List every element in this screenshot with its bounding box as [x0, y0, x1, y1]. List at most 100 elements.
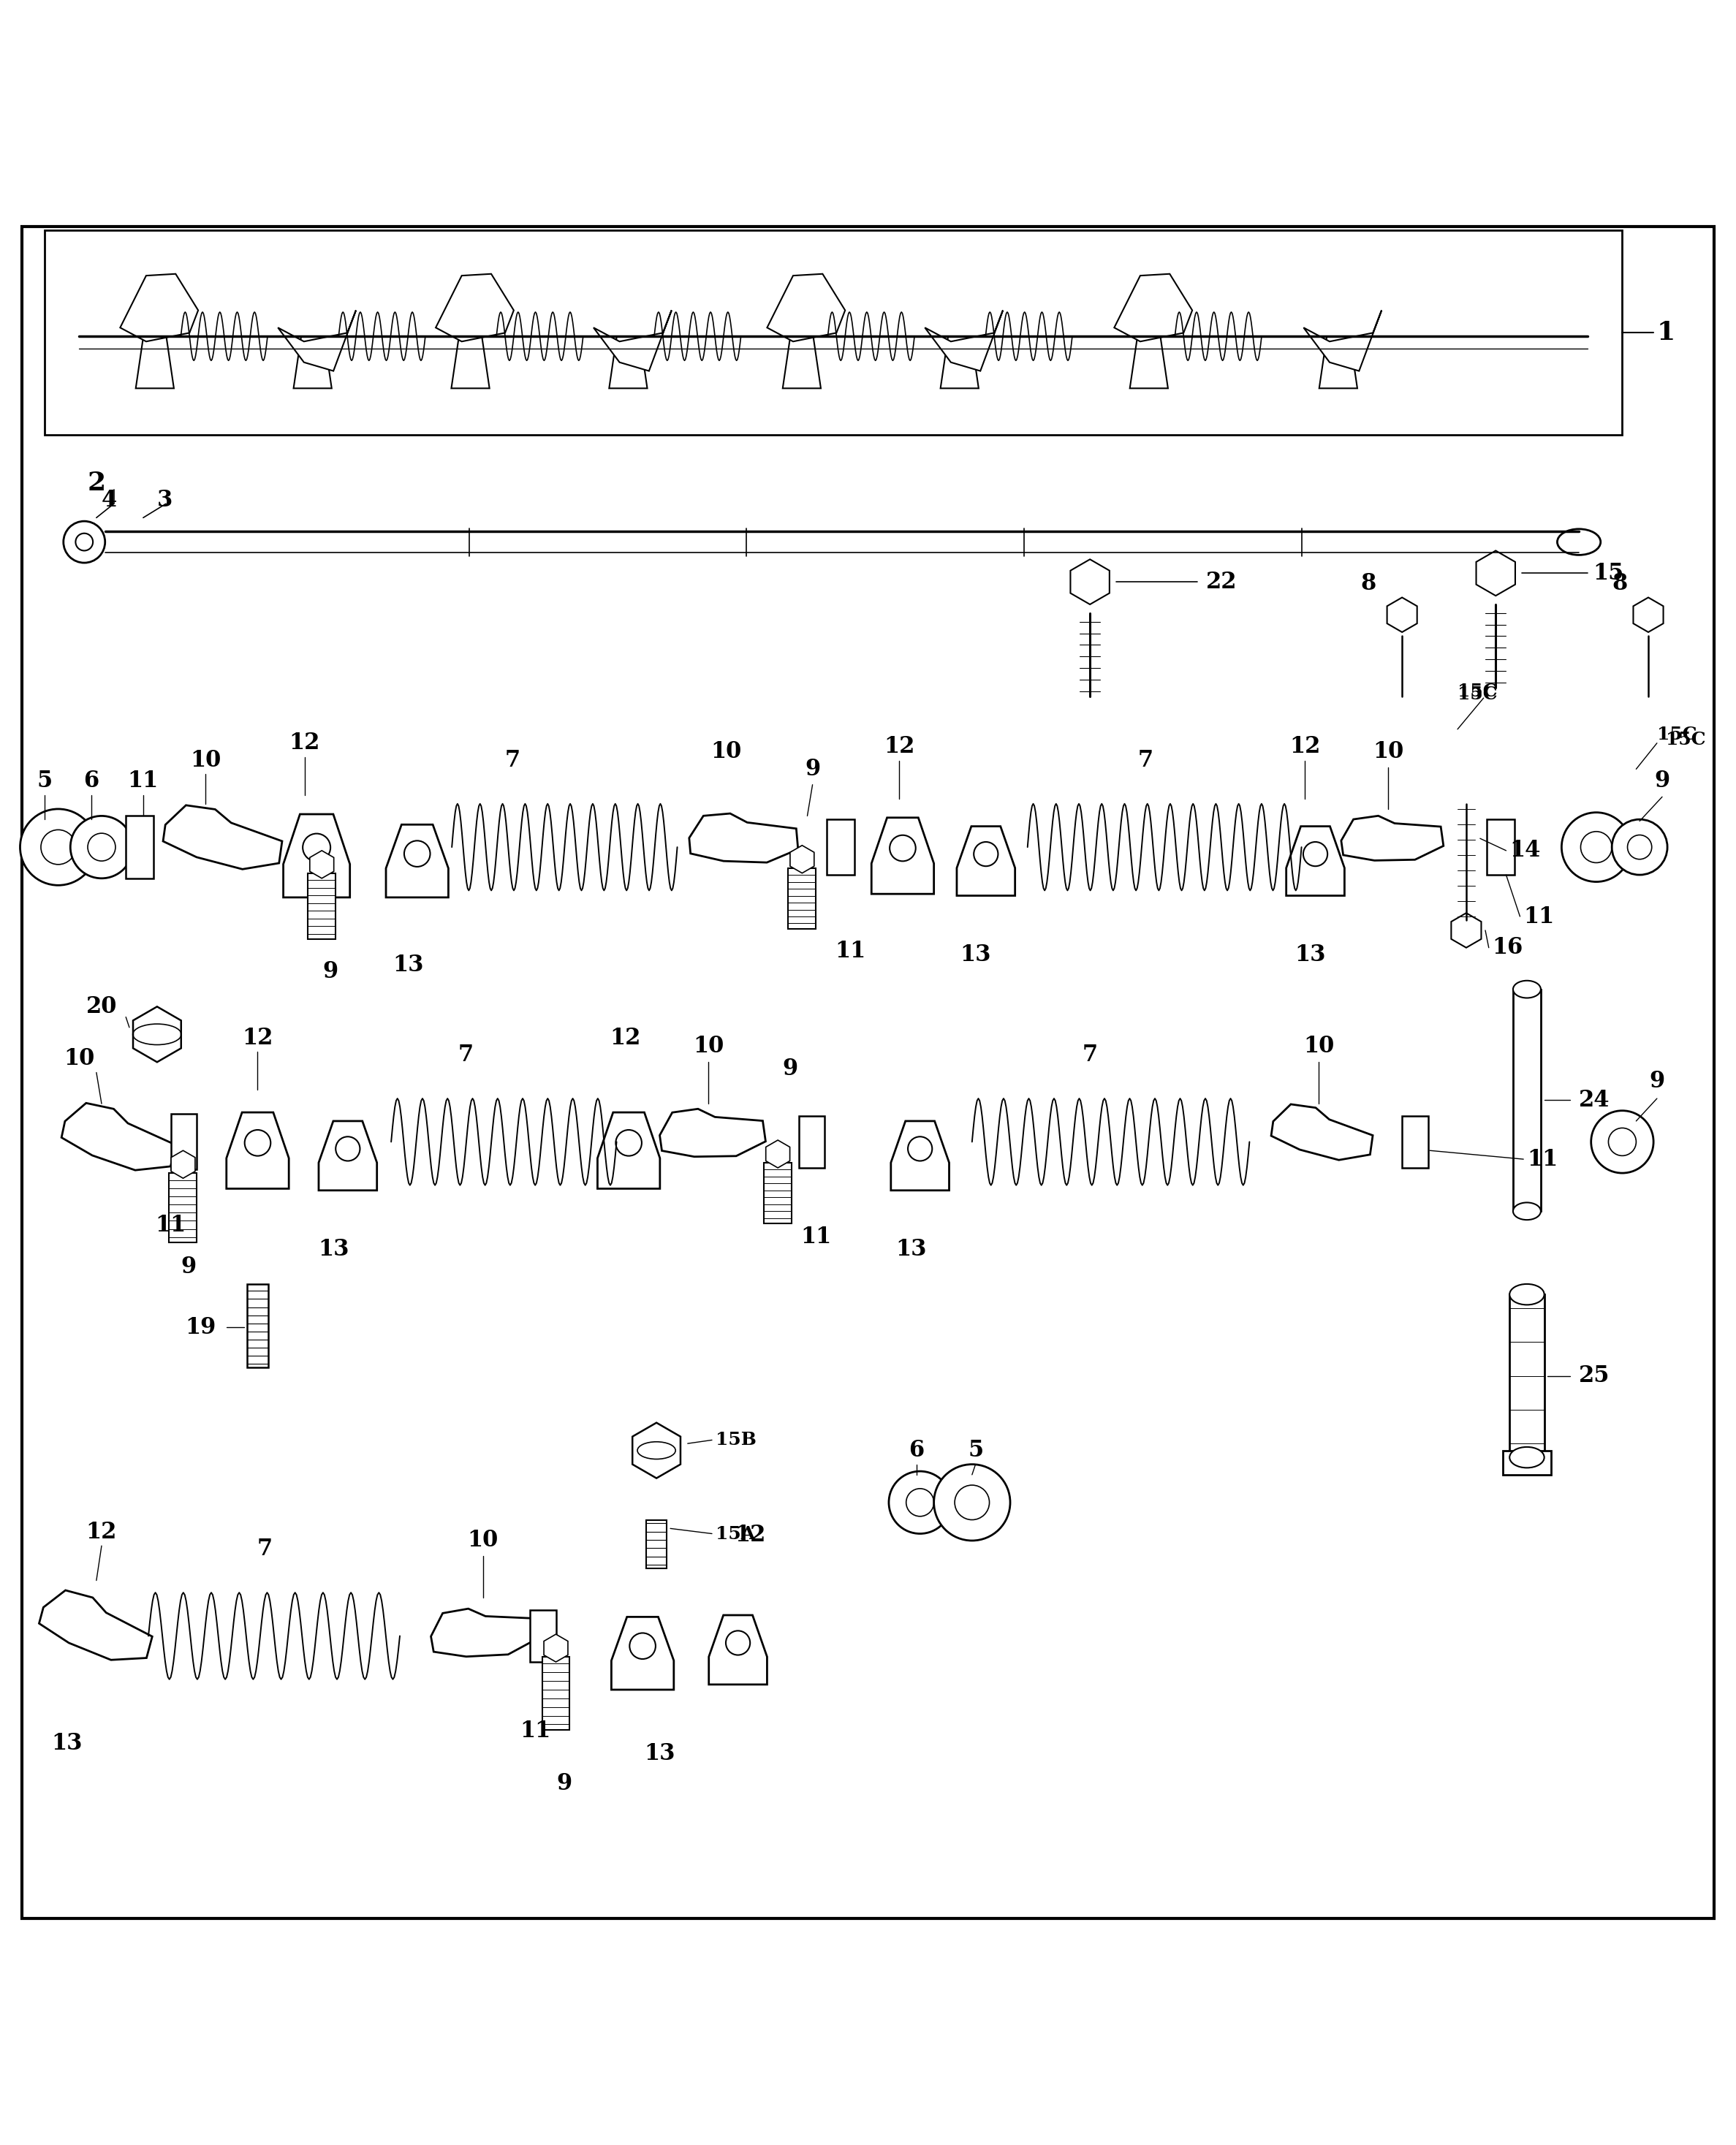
Polygon shape: [293, 337, 332, 388]
Polygon shape: [941, 337, 979, 388]
Circle shape: [1581, 832, 1611, 862]
Text: 12: 12: [1290, 736, 1321, 757]
Text: 24: 24: [1580, 1090, 1609, 1111]
Polygon shape: [283, 815, 351, 897]
Bar: [826, 819, 854, 875]
Text: 12: 12: [609, 1027, 641, 1049]
Ellipse shape: [1514, 980, 1542, 997]
Text: 9: 9: [323, 961, 339, 982]
Text: 10: 10: [467, 1529, 498, 1553]
Polygon shape: [766, 1141, 790, 1167]
Circle shape: [404, 841, 431, 867]
Circle shape: [1609, 1128, 1635, 1156]
Text: 13: 13: [392, 955, 424, 976]
Text: 9: 9: [1649, 1070, 1665, 1092]
Text: 11: 11: [156, 1214, 186, 1236]
Text: 15C: 15C: [1458, 686, 1498, 704]
Polygon shape: [436, 275, 514, 341]
Bar: [764, 1163, 792, 1223]
Bar: [247, 1285, 267, 1366]
Text: 8: 8: [1613, 573, 1627, 594]
Circle shape: [889, 834, 915, 860]
Circle shape: [974, 843, 998, 867]
Polygon shape: [957, 826, 1016, 897]
Bar: [1403, 1115, 1429, 1167]
Text: 3: 3: [156, 489, 172, 513]
Text: 7: 7: [1137, 749, 1153, 772]
Polygon shape: [451, 337, 490, 388]
Text: 9: 9: [806, 757, 819, 781]
Text: 15A: 15A: [715, 1525, 755, 1542]
Polygon shape: [1476, 551, 1516, 596]
Text: 11: 11: [519, 1720, 550, 1742]
Polygon shape: [1342, 815, 1443, 860]
Bar: [529, 1611, 556, 1662]
Text: 15C: 15C: [1656, 725, 1696, 742]
Text: 10: 10: [710, 740, 741, 764]
Polygon shape: [767, 275, 845, 341]
Polygon shape: [134, 1006, 181, 1062]
Polygon shape: [226, 1113, 288, 1188]
Text: 7: 7: [458, 1045, 474, 1066]
Text: 13: 13: [896, 1238, 927, 1261]
Polygon shape: [871, 817, 934, 894]
Polygon shape: [632, 1422, 681, 1478]
Text: 12: 12: [87, 1521, 116, 1542]
Text: 11: 11: [1528, 1148, 1557, 1171]
Text: 10: 10: [693, 1036, 724, 1057]
Text: 5: 5: [967, 1439, 983, 1461]
Bar: [788, 869, 816, 929]
Text: 1: 1: [1656, 320, 1675, 345]
Text: 15: 15: [1594, 562, 1623, 586]
Polygon shape: [61, 1103, 175, 1171]
Circle shape: [76, 534, 94, 551]
Bar: [799, 1115, 825, 1167]
Polygon shape: [689, 813, 799, 862]
Text: 11: 11: [800, 1227, 832, 1248]
Text: 7: 7: [1082, 1045, 1097, 1066]
Bar: [170, 1113, 196, 1169]
Bar: [542, 1656, 569, 1729]
Polygon shape: [1387, 598, 1417, 633]
Circle shape: [21, 809, 97, 886]
Bar: [127, 815, 153, 877]
Circle shape: [630, 1632, 656, 1658]
Polygon shape: [925, 311, 1003, 371]
Polygon shape: [1319, 337, 1358, 388]
Bar: [1488, 819, 1516, 875]
Polygon shape: [783, 337, 821, 388]
Text: 4: 4: [102, 489, 116, 513]
Circle shape: [955, 1484, 990, 1521]
Text: 22: 22: [1207, 571, 1238, 594]
Polygon shape: [309, 852, 333, 877]
Polygon shape: [1271, 1105, 1373, 1160]
Polygon shape: [594, 311, 672, 371]
Circle shape: [1627, 834, 1651, 860]
Circle shape: [889, 1471, 951, 1534]
Circle shape: [245, 1130, 271, 1156]
Bar: [168, 1173, 196, 1242]
Text: 10: 10: [1304, 1036, 1335, 1057]
Bar: [646, 1521, 667, 1568]
Text: 7: 7: [505, 749, 521, 772]
Ellipse shape: [1557, 530, 1601, 556]
Text: 15B: 15B: [715, 1431, 757, 1448]
Polygon shape: [1071, 560, 1109, 605]
Polygon shape: [1286, 826, 1344, 897]
Circle shape: [302, 834, 330, 862]
Circle shape: [42, 830, 76, 864]
Circle shape: [726, 1630, 750, 1656]
Text: 11: 11: [835, 940, 866, 963]
Ellipse shape: [1514, 1203, 1542, 1221]
Circle shape: [1304, 843, 1328, 867]
Polygon shape: [1634, 598, 1663, 633]
Text: 11: 11: [128, 770, 158, 792]
Text: 13: 13: [960, 944, 991, 965]
Ellipse shape: [1510, 1448, 1545, 1467]
Text: 10: 10: [64, 1047, 94, 1070]
Text: 12: 12: [241, 1027, 273, 1049]
Polygon shape: [597, 1113, 660, 1188]
Text: 13: 13: [318, 1238, 349, 1261]
Text: 15C: 15C: [1665, 731, 1705, 749]
Text: 6: 6: [83, 770, 99, 792]
